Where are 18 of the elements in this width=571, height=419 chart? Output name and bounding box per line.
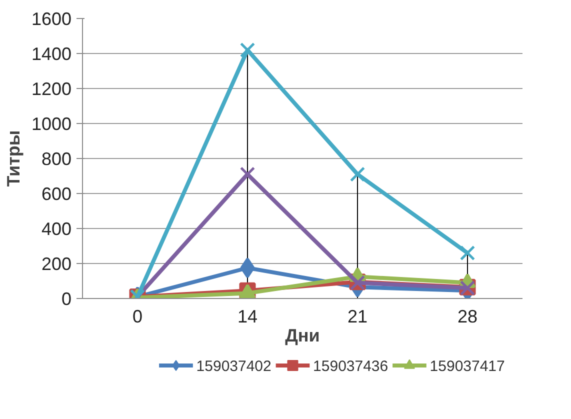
y-tick-label: 1400	[31, 44, 72, 64]
legend-label: 159037436	[313, 358, 388, 375]
legend-label: 159037402	[196, 358, 272, 375]
y-tick-label: 1600	[31, 9, 72, 29]
legend-label: 159037417	[430, 358, 505, 375]
x-tick-label: 28	[457, 306, 478, 326]
y-tick-label: 200	[41, 254, 72, 274]
y-axis-title: Титры	[3, 130, 24, 187]
y-tick-label: 400	[41, 219, 72, 239]
x-tick-label: 0	[132, 306, 143, 326]
x-tick-label: 21	[347, 306, 368, 326]
y-tick-label: 1000	[31, 114, 72, 134]
x-tick-label: 14	[237, 306, 258, 326]
y-tick-label: 1200	[31, 79, 72, 99]
y-tick-label: 0	[61, 289, 72, 309]
y-tick-label: 800	[41, 149, 72, 169]
x-axis-title: Дни	[285, 326, 320, 346]
y-tick-label: 600	[41, 184, 72, 204]
